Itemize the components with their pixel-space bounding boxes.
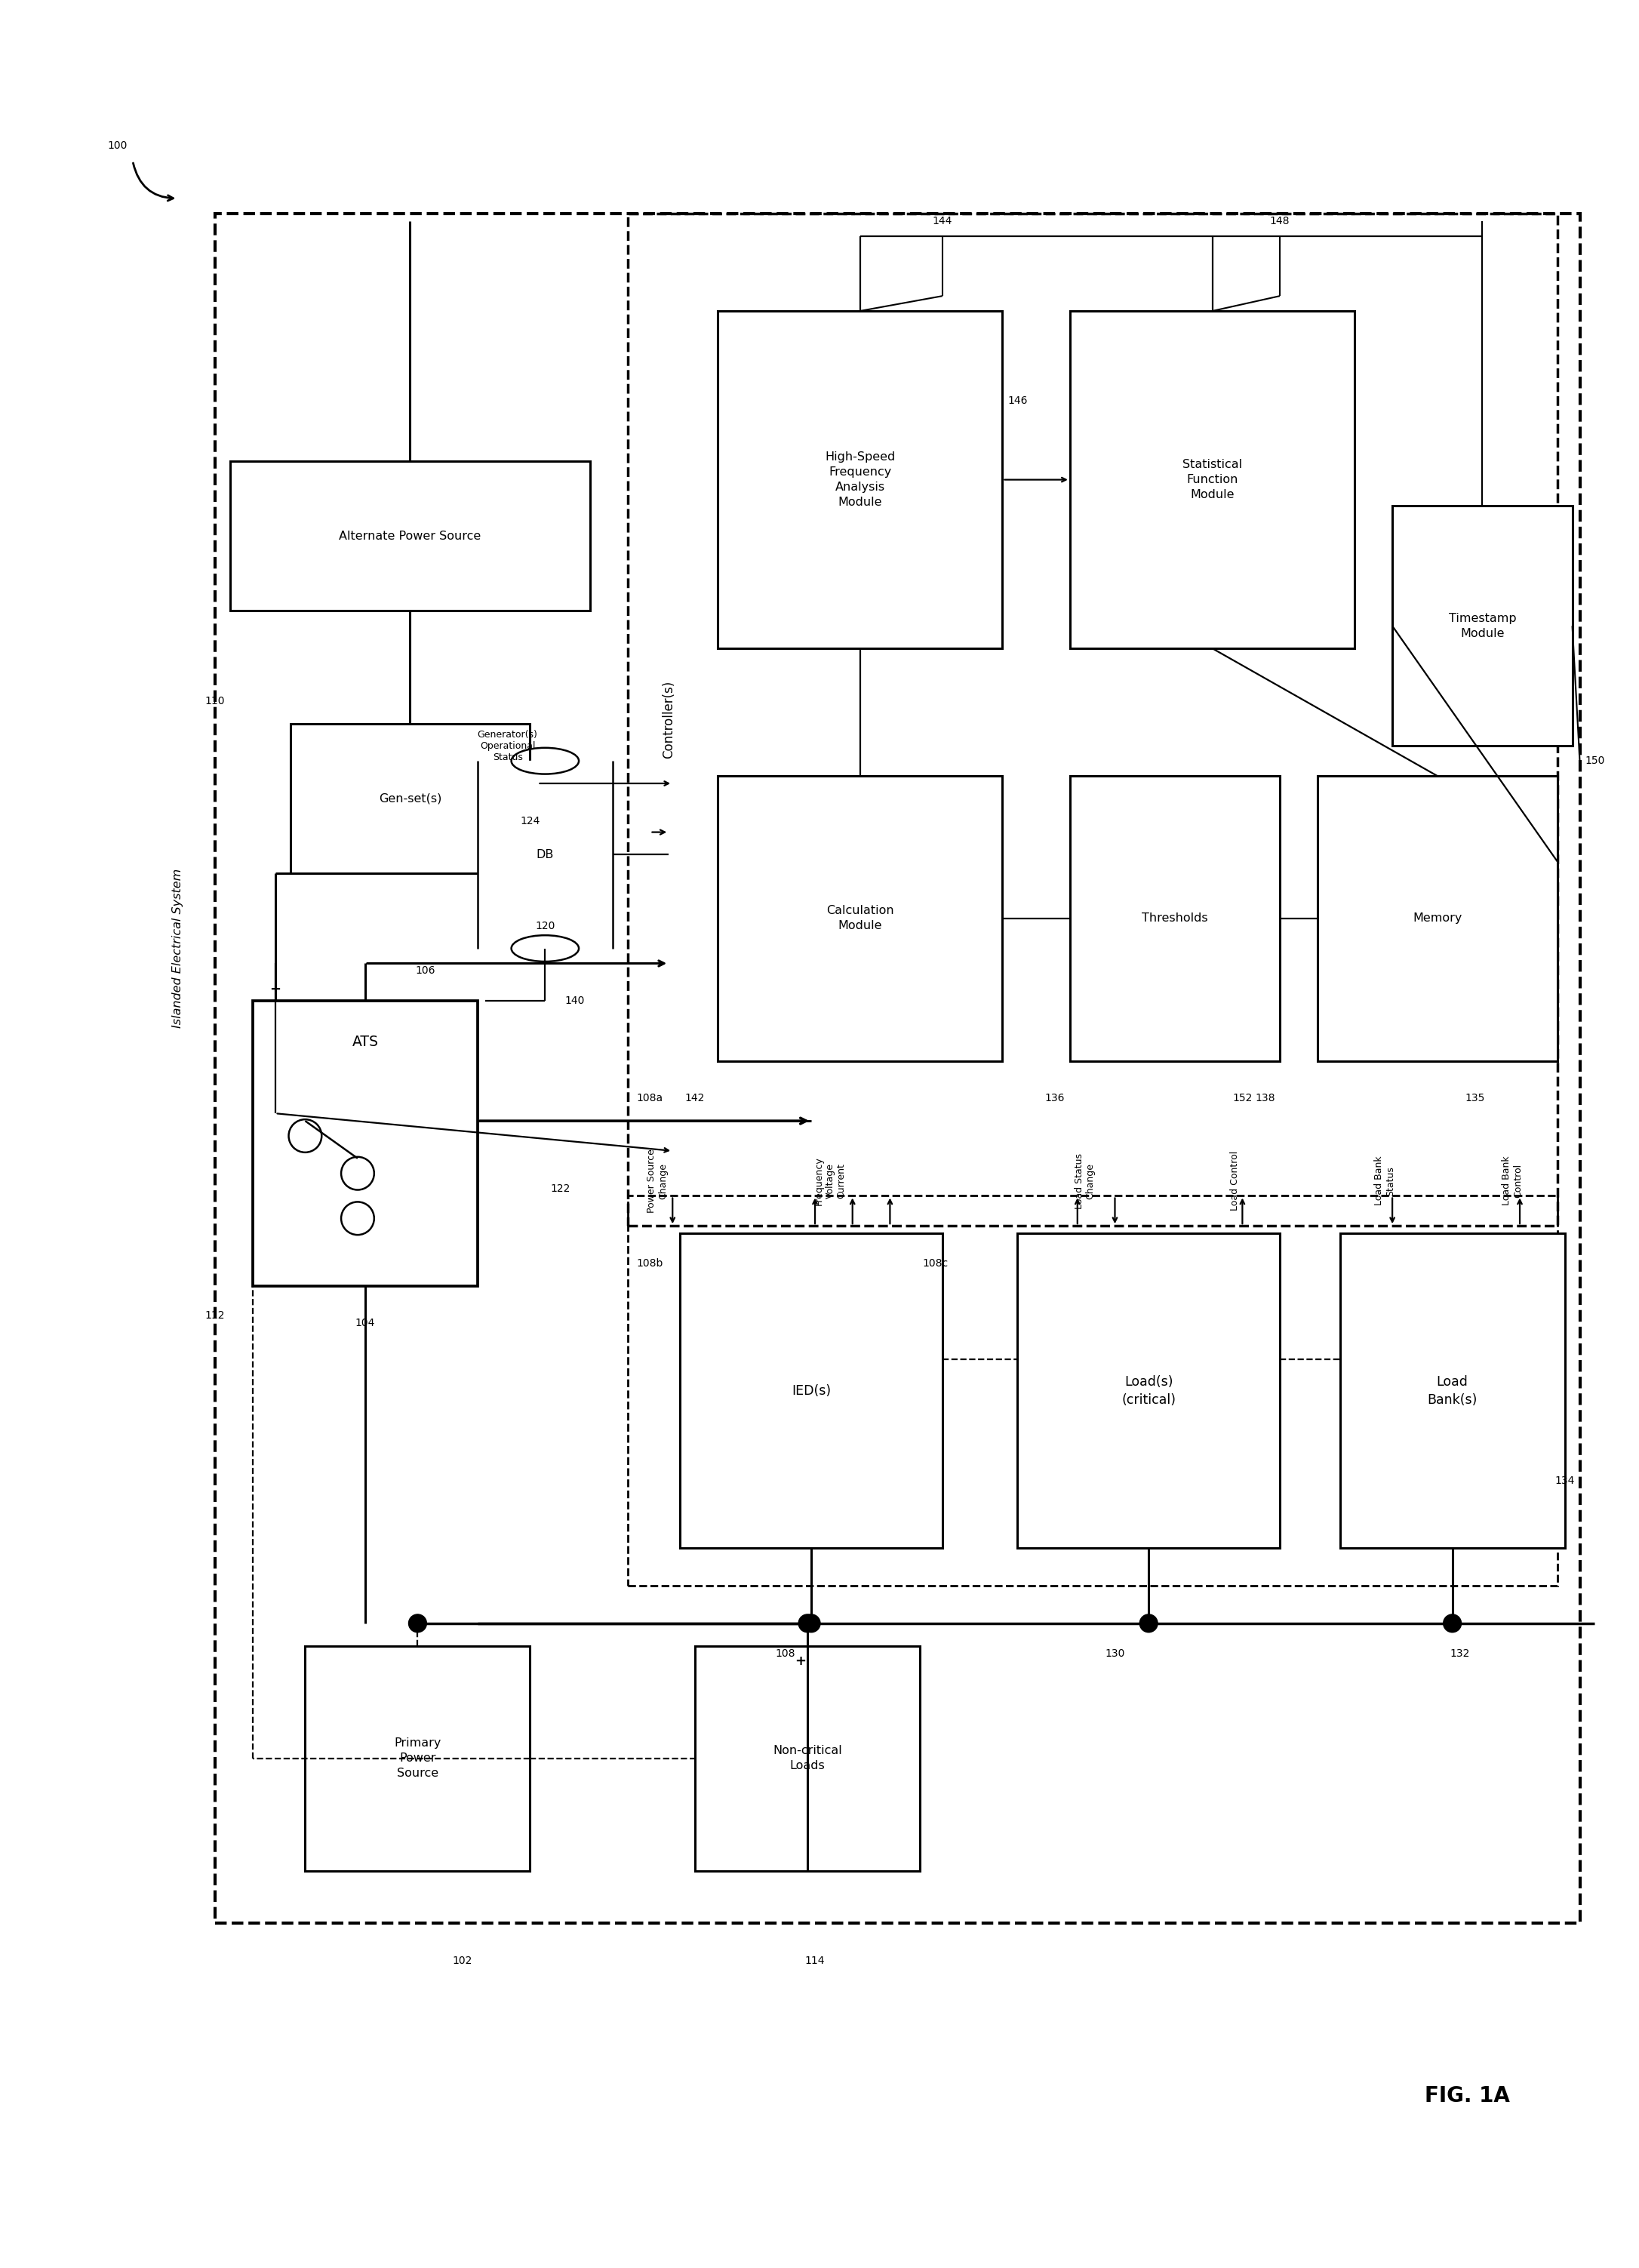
Text: Timestamp
Module: Timestamp Module (1449, 612, 1516, 640)
Text: FIG. 1A: FIG. 1A (1424, 2084, 1510, 2107)
Text: 132: 132 (1451, 1649, 1470, 1658)
Bar (1018, 1234, 1280, 1549)
Text: Calculation
Module: Calculation Module (826, 905, 893, 932)
Circle shape (408, 1615, 426, 1633)
Text: 148: 148 (1270, 215, 1290, 227)
Bar (718, 776, 1003, 1061)
Text: Load Status
Change: Load Status Change (1074, 1152, 1095, 1209)
Bar (215, 213, 1580, 1923)
Text: ATS: ATS (352, 1034, 379, 1050)
Text: Frequency
Voltage
Current: Frequency Voltage Current (815, 1157, 846, 1204)
Text: Controller(s): Controller(s) (662, 680, 675, 758)
Circle shape (1139, 1615, 1157, 1633)
Text: 108c: 108c (923, 1259, 947, 1268)
Text: Load
Bank(s): Load Bank(s) (1428, 1374, 1477, 1406)
Circle shape (798, 1615, 816, 1633)
Text: 108b: 108b (636, 1259, 664, 1268)
Bar (1339, 1234, 1565, 1549)
Text: DB: DB (536, 848, 554, 860)
Text: 150: 150 (1585, 755, 1605, 767)
Text: +: + (269, 982, 280, 996)
Text: Load Control: Load Control (1229, 1150, 1239, 1211)
Text: Statistical
Function
Module: Statistical Function Module (1182, 458, 1242, 501)
Text: Islanded Electrical System: Islanded Electrical System (172, 869, 184, 1027)
Text: Alternate Power Source: Alternate Power Source (339, 531, 482, 542)
Bar (718, 311, 1003, 649)
Text: 100: 100 (108, 141, 128, 152)
Text: +: + (795, 1653, 806, 1667)
Text: 144: 144 (933, 215, 952, 227)
Bar (1318, 776, 1557, 1061)
Text: Generator(s)
Operational
Status: Generator(s) Operational Status (477, 730, 538, 762)
Text: 114: 114 (805, 1955, 824, 1966)
Text: 106: 106 (415, 966, 434, 975)
Text: 120: 120 (534, 921, 556, 932)
Text: 108a: 108a (638, 1093, 664, 1105)
Text: 152: 152 (1233, 1093, 1252, 1105)
Text: Non-critical
Loads: Non-critical Loads (774, 1744, 842, 1771)
Text: 130: 130 (1105, 1649, 1124, 1658)
Text: High-Speed
Frequency
Analysis
Module: High-Speed Frequency Analysis Module (824, 451, 895, 508)
Bar (229, 460, 590, 610)
Text: IED(s): IED(s) (792, 1383, 831, 1397)
Circle shape (801, 1615, 820, 1633)
Bar (290, 723, 529, 873)
Bar (628, 213, 1557, 1227)
Text: Power Source
Change: Power Source Change (647, 1150, 669, 1213)
Text: Gen-set(s): Gen-set(s) (379, 794, 441, 805)
Circle shape (1444, 1615, 1462, 1633)
Text: Primary
Power
Source: Primary Power Source (393, 1737, 441, 1778)
Bar (477, 762, 613, 948)
Bar (1393, 506, 1572, 746)
Text: 136: 136 (1046, 1093, 1065, 1105)
Text: Load Bank
Control: Load Bank Control (1501, 1157, 1523, 1207)
Text: 146: 146 (1008, 395, 1028, 406)
Text: 124: 124 (520, 816, 539, 826)
Bar (305, 1647, 529, 1871)
Text: 102: 102 (452, 1955, 472, 1966)
Text: 142: 142 (685, 1093, 705, 1105)
Bar (252, 1000, 477, 1286)
Text: 134: 134 (1555, 1476, 1575, 1486)
Text: Thresholds: Thresholds (1142, 912, 1208, 923)
Bar (695, 1647, 919, 1871)
Text: 112: 112 (205, 1311, 225, 1322)
Text: Load Bank
Status: Load Bank Status (1373, 1157, 1395, 1207)
Text: 108: 108 (775, 1649, 795, 1658)
Text: 122: 122 (551, 1184, 570, 1193)
Text: Load(s)
(critical): Load(s) (critical) (1121, 1374, 1175, 1406)
Text: 104: 104 (356, 1318, 375, 1329)
Bar (628, 1195, 1557, 1585)
Text: 140: 140 (565, 996, 585, 1007)
Bar (1070, 311, 1355, 649)
Bar (1070, 776, 1280, 1061)
Text: Memory: Memory (1413, 912, 1462, 923)
Bar (680, 1234, 942, 1549)
Text: 138: 138 (1255, 1093, 1275, 1105)
Text: 135: 135 (1465, 1093, 1485, 1105)
Text: 110: 110 (205, 696, 225, 705)
